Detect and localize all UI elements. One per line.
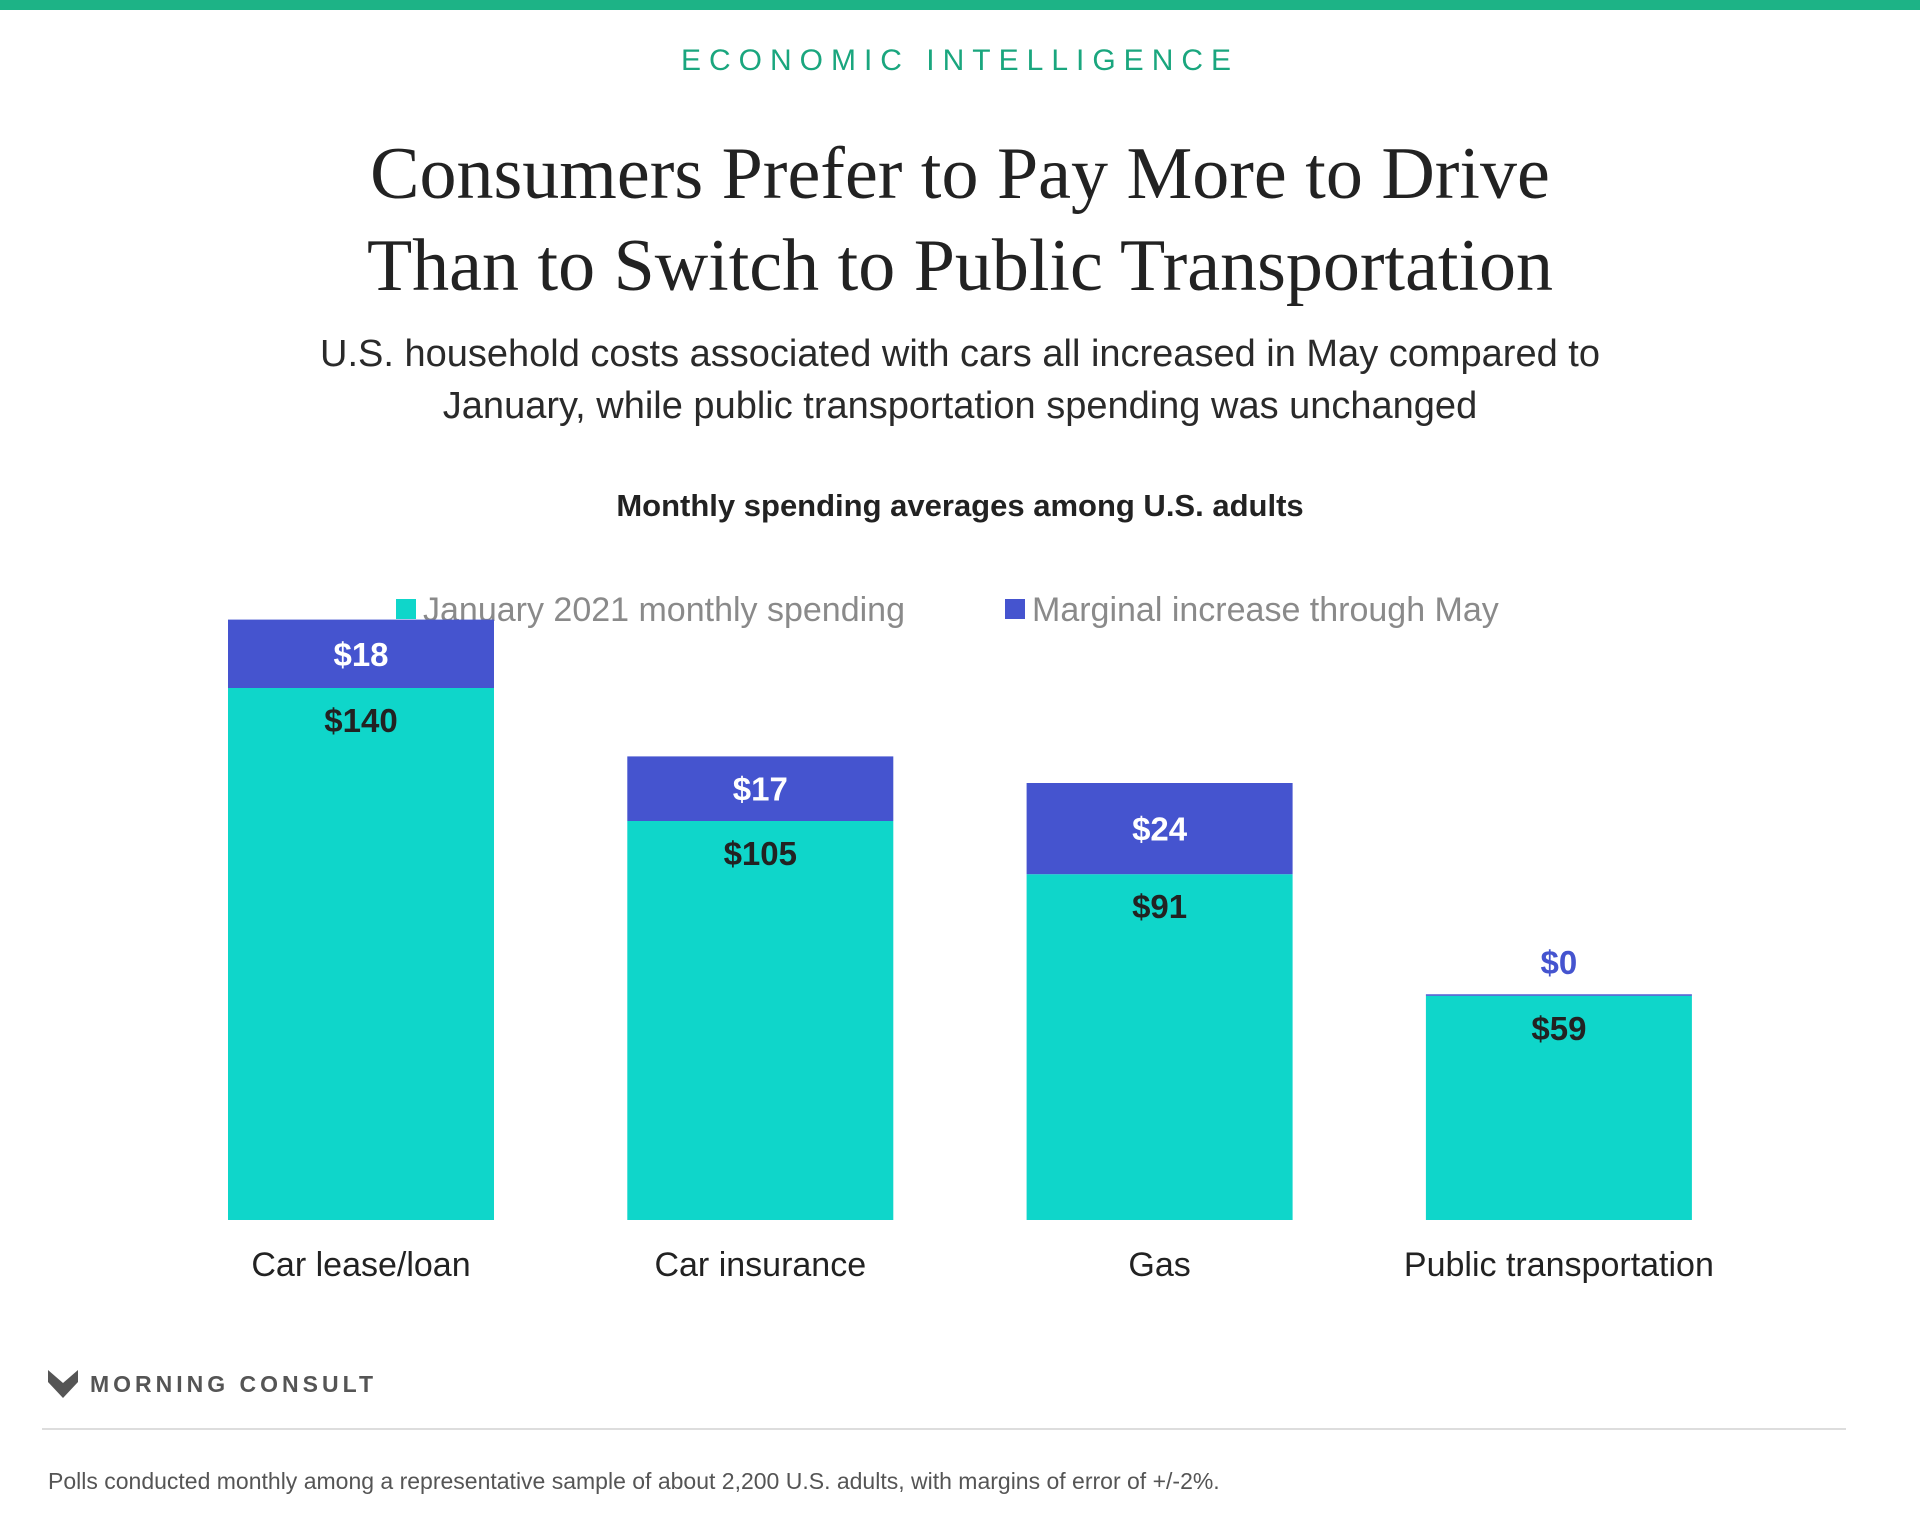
category-label-2: Car insurance (654, 1246, 866, 1284)
data-label-january-3: $91 (1132, 888, 1187, 925)
category-label-4: Public transportation (1404, 1246, 1714, 1284)
legend-label-1: January 2021 monthly spending (423, 591, 905, 629)
subtitle-line-1: U.S. household costs associated with car… (320, 333, 1600, 375)
page-subtitle: U.S. household costs associated with car… (0, 328, 1920, 432)
title-line-1: Consumers Prefer to Pay More to Drive (370, 133, 1550, 215)
top-accent-bar (0, 0, 1920, 10)
footer-divider (42, 1428, 1846, 1430)
category-label-3: Gas (1128, 1246, 1190, 1284)
data-label-january-1: $140 (324, 702, 397, 739)
data-label-increase-4: $0 (1541, 944, 1578, 981)
data-label-increase-2: $17 (733, 771, 788, 808)
bar-january-3 (1026, 874, 1293, 1220)
bar-increase-2 (627, 756, 894, 821)
data-label-january-4: $59 (1531, 1010, 1586, 1047)
bar-january-2 (627, 821, 894, 1220)
data-label-increase-3: $24 (1132, 811, 1188, 848)
chart-title: Monthly spending averages among U.S. adu… (616, 488, 1304, 523)
footnote: Polls conducted monthly among a represen… (48, 1468, 1220, 1494)
bar-increase-1 (228, 619, 494, 688)
subtitle-line-2: January, while public transportation spe… (442, 385, 1478, 427)
morning-consult-logo: MORNING CONSULT (48, 1364, 377, 1404)
legend-label-2: Marginal increase through May (1032, 591, 1499, 629)
page-title: Consumers Prefer to Pay More to Drive Th… (0, 128, 1920, 312)
category-label-1: Car lease/loan (251, 1246, 470, 1284)
legend-swatch-2 (1005, 599, 1025, 619)
data-label-january-2: $105 (724, 835, 797, 872)
bar-increase-3 (1026, 783, 1293, 875)
morning-consult-chevron-icon (48, 1370, 78, 1398)
bar-increase-4 (1425, 994, 1692, 996)
title-line-2: Than to Switch to Public Transportation (366, 225, 1554, 307)
data-label-increase-1: $18 (333, 636, 388, 673)
legend-swatch-1 (396, 599, 416, 619)
section-kicker: ECONOMIC INTELLIGENCE (680, 44, 1240, 77)
logo-text: MORNING CONSULT (90, 1370, 378, 1397)
bar-january-1 (228, 688, 494, 1220)
bar-january-4 (1425, 995, 1692, 1220)
